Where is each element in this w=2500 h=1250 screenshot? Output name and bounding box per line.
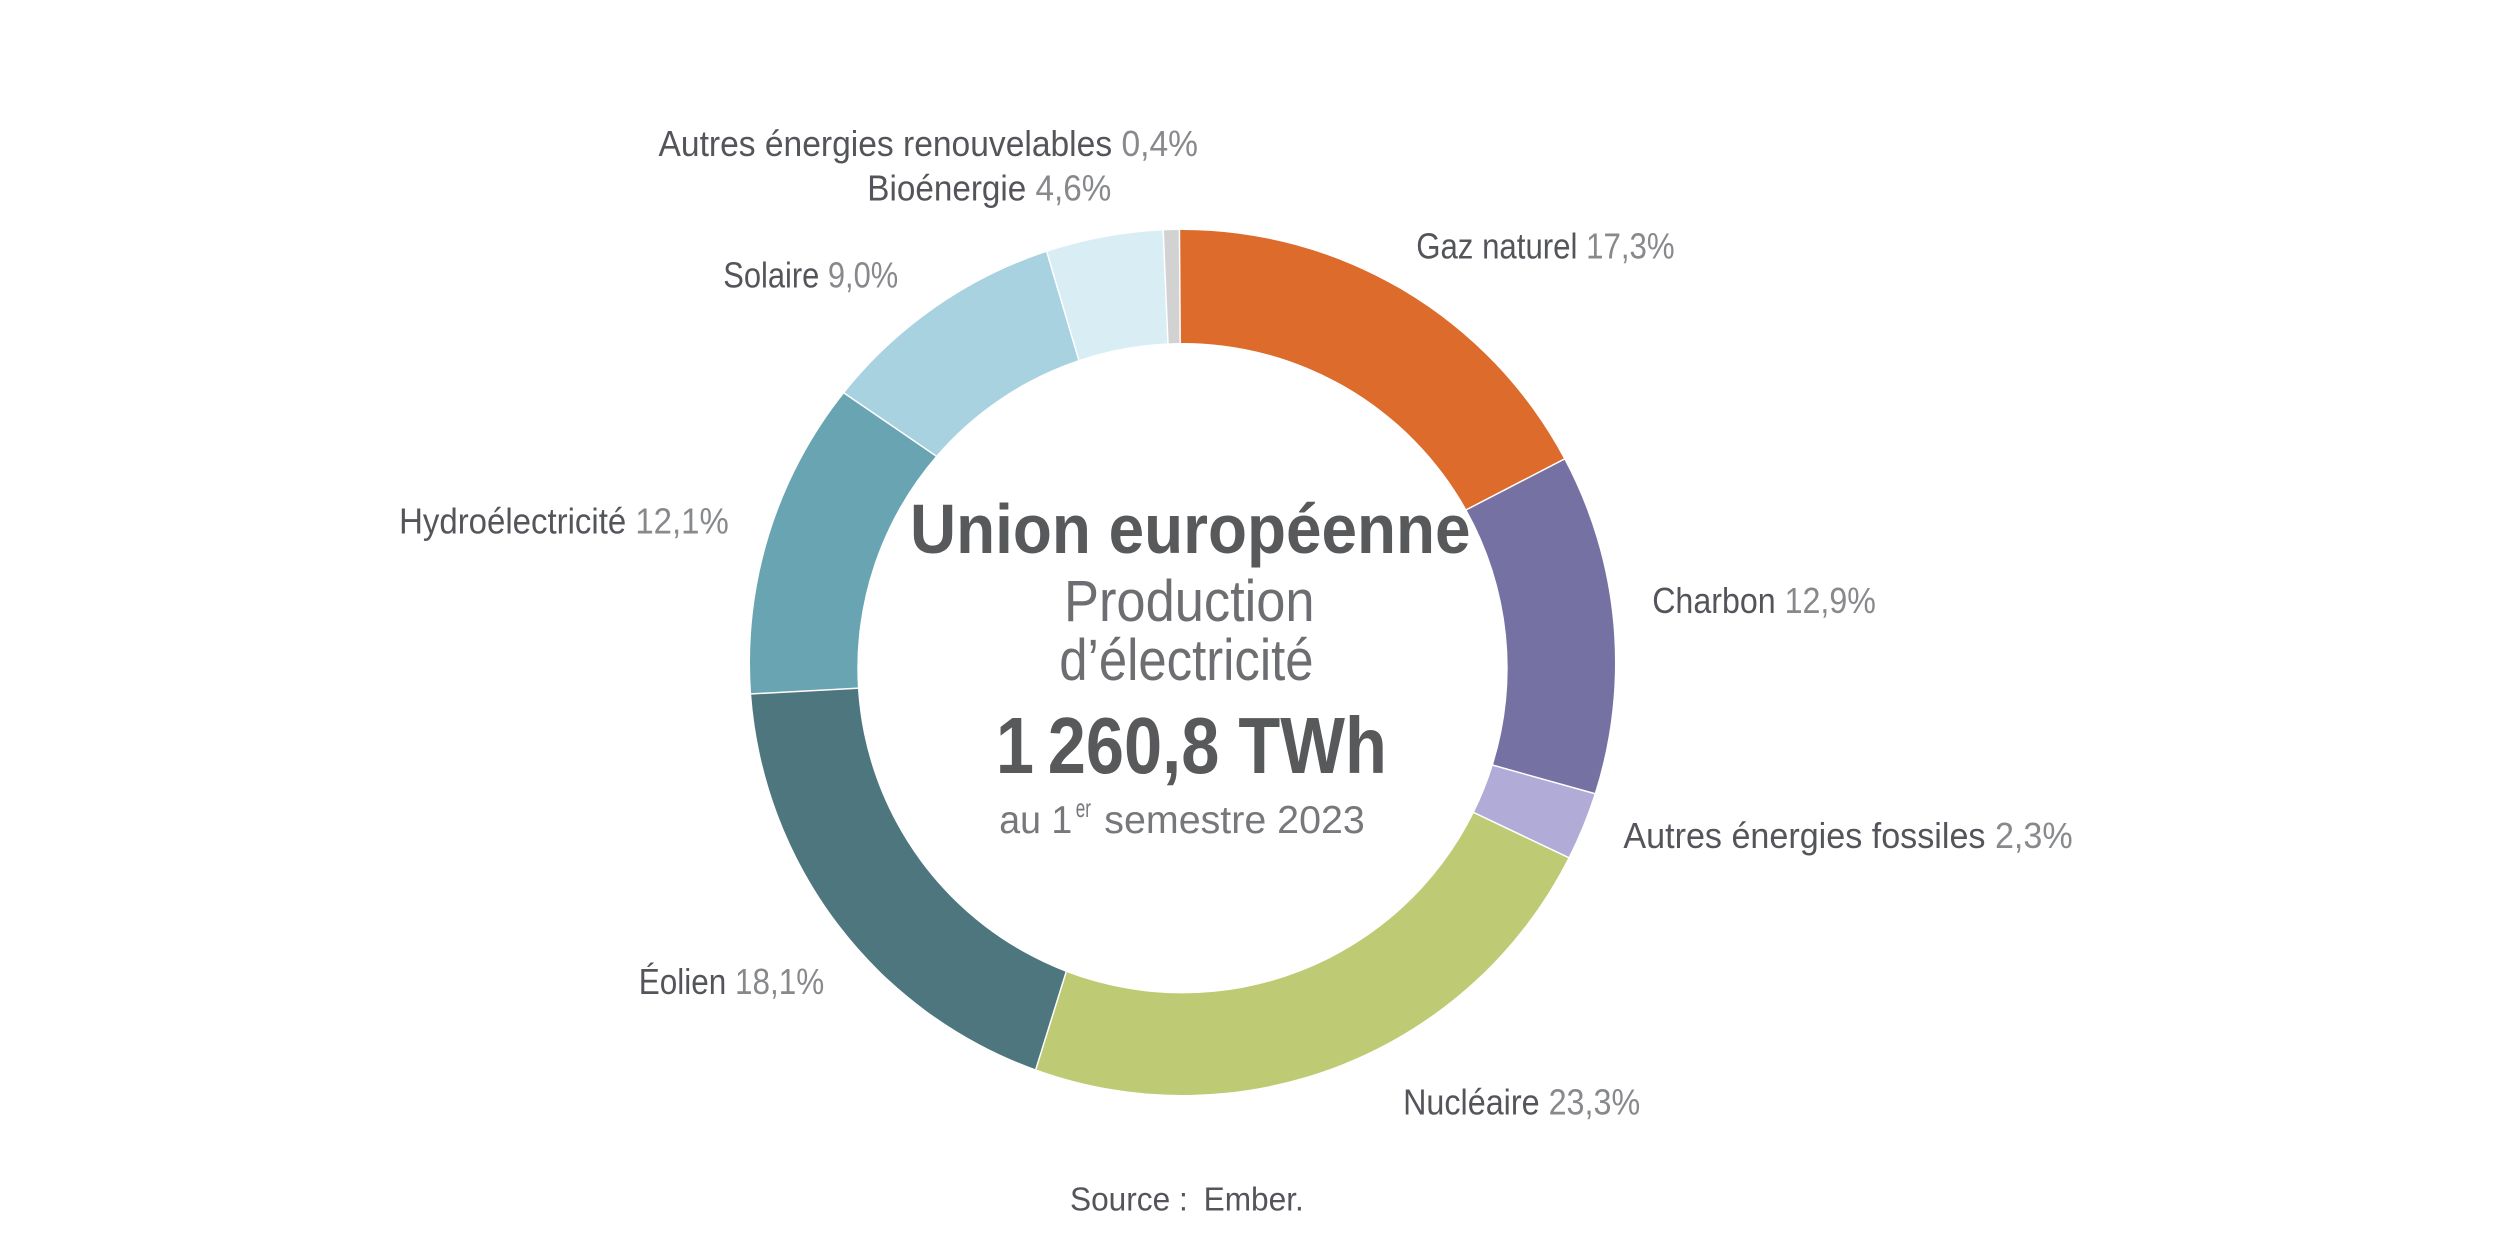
svg-text:Source : Ember.: Source : Ember. — [1070, 1181, 1304, 1218]
svg-text:Gaz naturel 17,3%: Gaz naturel 17,3% — [1416, 226, 1674, 267]
svg-text:semestre 2023: semestre 2023 — [1104, 799, 1365, 842]
svg-text:1 260,8 TWh: 1 260,8 TWh — [996, 701, 1387, 790]
svg-text:Nucléaire 23,3%: Nucléaire 23,3% — [1403, 1082, 1640, 1123]
svg-text:au 1: au 1 — [999, 799, 1072, 842]
svg-text:er: er — [1076, 793, 1091, 823]
svg-text:Éolien 18,1%: Éolien 18,1% — [639, 961, 824, 1002]
svg-text:Autres énergies fossiles 2,3%: Autres énergies fossiles 2,3% — [1623, 815, 2072, 856]
svg-text:Hydroélectricité 12,1%: Hydroélectricité 12,1% — [399, 501, 729, 542]
svg-text:Solaire 9,0%: Solaire 9,0% — [723, 255, 898, 296]
svg-text:Autres énergies renouvelables: Autres énergies renouvelables 0,4% — [659, 123, 1199, 164]
svg-text:Charbon 12,9%: Charbon 12,9% — [1652, 580, 1876, 621]
svg-text:d’électricité: d’électricité — [1059, 628, 1313, 693]
svg-text:Production: Production — [1064, 569, 1315, 634]
svg-text:Bioénergie 4,6%: Bioénergie 4,6% — [867, 168, 1111, 209]
svg-text:Union européenne: Union européenne — [910, 490, 1471, 568]
